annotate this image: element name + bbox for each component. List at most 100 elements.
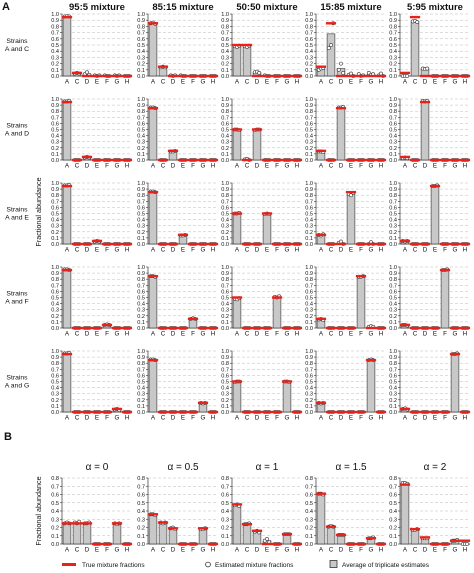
x-tick-label: F [443, 79, 447, 86]
y-tick-label: 0.9 [221, 271, 229, 277]
x-tick-label: A [65, 415, 70, 422]
x-tick-label: G [201, 415, 206, 422]
y-tick-label: 0.9 [137, 18, 145, 24]
y-tick-label: 0.2 [305, 230, 313, 236]
y-tick-label: 1.0 [305, 349, 313, 355]
column-title: 95:5 mixture [69, 2, 125, 13]
true-fraction-marker [409, 158, 421, 162]
y-tick-label: 0.9 [305, 355, 313, 361]
y-tick-label: 0.6 [51, 37, 59, 43]
y-tick-label: 0.4 [137, 49, 145, 55]
legend-average-label: Average of triplicate estimates [342, 562, 430, 569]
true-fraction-marker [101, 410, 113, 414]
x-tick-label: A [235, 547, 240, 554]
true-fraction-marker [207, 74, 219, 78]
y-tick-label: 0.9 [51, 187, 59, 193]
x-tick-label: E [181, 247, 185, 254]
x-tick-label: F [191, 547, 195, 554]
true-fraction-marker [335, 533, 347, 537]
y-tick-label: 0.1 [305, 404, 313, 410]
true-fraction-marker [81, 410, 93, 414]
true-fraction-marker [61, 352, 73, 356]
y-tick-label: 0.8 [305, 24, 313, 30]
x-tick-label: D [171, 331, 176, 338]
y-tick-label: 0.0 [221, 74, 229, 80]
y-tick-label: 0.4 [305, 386, 313, 392]
y-tick-label: 0.2 [389, 62, 397, 68]
row-label-line: A and D [5, 131, 29, 138]
x-tick-label: H [295, 415, 300, 422]
y-tick-label: 0.3 [221, 140, 229, 146]
x-tick-label: H [295, 331, 300, 338]
row-label-line: A and C [5, 46, 29, 53]
true-fraction-marker [271, 242, 283, 246]
y-tick-label: 0.0 [137, 326, 145, 332]
true-fraction-marker [251, 128, 263, 131]
y-tick-label: 0.5 [389, 380, 397, 386]
x-tick-label: H [379, 247, 384, 254]
true-fraction-marker [121, 158, 133, 162]
y-tick-label: 0.2 [51, 314, 59, 320]
x-tick-label: D [171, 163, 176, 170]
average-bar [82, 523, 92, 545]
true-fraction-marker [439, 410, 451, 414]
y-tick-label: 0.8 [137, 277, 145, 283]
y-tick-label: 0.8 [221, 277, 229, 283]
x-tick-label: D [171, 79, 176, 86]
x-tick-label: C [413, 247, 418, 254]
y-tick-label: 0.7 [389, 31, 397, 37]
true-fraction-marker [419, 242, 431, 246]
y-tick-label: 0.0 [305, 542, 313, 548]
true-fraction-marker [207, 410, 219, 414]
true-fraction-marker [459, 158, 471, 162]
x-tick-label: C [75, 247, 80, 254]
x-tick-label: G [369, 547, 374, 554]
y-tick-label: 0.7 [51, 367, 59, 373]
x-tick-label: D [85, 415, 90, 422]
x-tick-label: G [201, 163, 206, 170]
y-tick-label: 0.0 [137, 242, 145, 248]
x-tick-label: F [443, 415, 447, 422]
y-tick-label: 0.2 [305, 526, 313, 532]
x-tick-label: F [443, 247, 447, 254]
average-bar [356, 276, 366, 329]
x-tick-label: G [115, 247, 120, 254]
y-tick-label: 1.0 [305, 97, 313, 103]
y-tick-label: 0.1 [51, 236, 59, 242]
y-tick-label: 0.9 [51, 103, 59, 109]
true-fraction-marker [101, 242, 113, 246]
true-fraction-marker [121, 542, 133, 546]
y-tick-label: 0.5 [305, 212, 313, 218]
x-tick-label: H [295, 247, 300, 254]
y-tick-label: 0.8 [389, 109, 397, 115]
x-tick-label: F [191, 331, 195, 338]
y-tick-label: 0.0 [51, 410, 59, 416]
true-fraction-marker [207, 326, 219, 330]
y-tick-label: 0.5 [221, 128, 229, 134]
x-tick-label: D [171, 415, 176, 422]
y-tick-label: 1.0 [51, 181, 59, 187]
y-tick-label: 0.5 [137, 212, 145, 218]
true-fraction-marker [375, 410, 387, 414]
panel-a-cell: 0.00.10.20.30.40.50.60.70.80.91.0 A C D E F G H [305, 97, 387, 170]
x-tick-label: E [95, 331, 99, 338]
x-tick-label: E [95, 163, 99, 170]
x-tick-label: H [379, 163, 384, 170]
y-tick-label: 0.6 [305, 373, 313, 379]
true-fraction-marker [241, 410, 253, 414]
y-tick-label: 1.0 [221, 181, 229, 187]
y-tick-label: 0.6 [221, 205, 229, 211]
y-tick-label: 0.9 [305, 187, 313, 193]
y-tick-label: 0.0 [389, 326, 397, 332]
y-tick-label: 0.8 [221, 24, 229, 30]
true-fraction-marker [409, 15, 421, 19]
true-fraction-marker [355, 242, 367, 246]
true-fraction-marker [207, 242, 219, 246]
true-fraction-marker [291, 242, 303, 246]
y-tick-label: 0.0 [51, 542, 59, 548]
true-fraction-marker [231, 43, 243, 47]
y-tick-label: 0.4 [305, 509, 313, 515]
x-tick-label: E [181, 79, 185, 86]
x-tick-label: H [211, 415, 216, 422]
column-title: 50:50 mixture [236, 2, 297, 13]
